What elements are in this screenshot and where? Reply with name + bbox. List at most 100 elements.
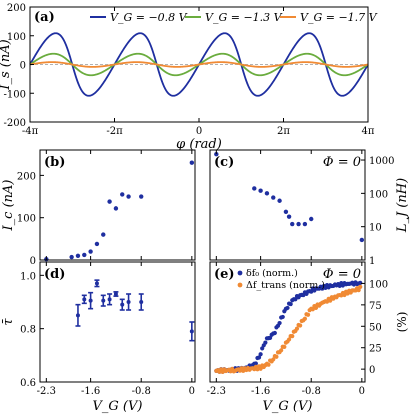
y-tick-label: 200 — [7, 3, 26, 14]
data-point-series-2 — [313, 305, 319, 311]
data-point-series-2 — [328, 298, 333, 303]
data-point — [283, 209, 289, 214]
legend-marker — [237, 270, 243, 276]
data-point — [139, 300, 144, 304]
y-tick-label: 0.8 — [20, 325, 36, 336]
data-point — [94, 281, 99, 286]
data-point — [101, 232, 106, 237]
x-tick-label: 0 — [196, 126, 202, 137]
panel-frame — [29, 6, 369, 123]
y-axis-label: τ̄ — [1, 318, 16, 326]
y-tick-label: 0 — [369, 365, 375, 376]
x-tick-label: -4π — [22, 126, 39, 137]
data-point-series-2 — [294, 326, 300, 331]
data-point-series-1 — [263, 340, 268, 345]
series-line-3 — [29, 61, 369, 68]
data-point — [101, 298, 106, 303]
panel-b: 0 100 200 (b) I_c (nA) — [1, 150, 195, 267]
data-point — [82, 252, 87, 258]
data-point — [359, 237, 365, 243]
x-tick-label: -1.6 — [81, 386, 100, 397]
data-point — [189, 160, 195, 165]
data-point-series-1 — [309, 289, 314, 294]
y-tick-label: 10 — [369, 223, 382, 234]
data-point — [290, 221, 295, 227]
data-point-series-2 — [271, 357, 276, 362]
y-tick-label: 1.0 — [20, 271, 36, 282]
panel-d: 0.6 0.8 1.0 -2.3 -1.6 -0.8 0 (d) V_G (V) τ̄ — [1, 262, 195, 414]
data-point — [264, 191, 270, 196]
panel-label: (c) — [214, 155, 234, 170]
y-tick-label: 100 — [369, 279, 388, 290]
x-tick-label: -1.6 — [251, 386, 270, 397]
data-point-series-1 — [272, 330, 277, 336]
data-point — [75, 313, 80, 318]
panel-label: (a) — [34, 10, 55, 25]
data-point — [252, 186, 257, 191]
data-point-series-1 — [280, 314, 285, 320]
y-tick-label: 100 — [369, 189, 388, 200]
data-point-series-1 — [253, 361, 258, 366]
y-tick-label: 1000 — [369, 156, 394, 167]
y-tick-label: 1 — [369, 256, 375, 267]
data-point — [120, 302, 125, 307]
data-point — [286, 214, 292, 219]
panel-frame — [39, 261, 196, 383]
x-tick-label: 2π — [277, 126, 290, 137]
x-tick-label: 0 — [189, 386, 195, 397]
data-point — [309, 216, 314, 222]
data-point-series-2 — [282, 344, 287, 349]
data-point-series-2 — [305, 312, 311, 317]
legend-label: Δf_trans (norm.) — [246, 280, 325, 291]
data-point-series-2 — [274, 354, 279, 359]
x-axis-label: φ (rad) — [176, 137, 222, 152]
legend-label: V_G = −1.7 V — [300, 11, 378, 24]
panel-c: 1 10 100 1000 (c) Φ = 0 L_J (nH) — [214, 150, 410, 267]
x-tick-label: -0.8 — [132, 386, 151, 397]
y-tick-label: 0 — [30, 256, 36, 267]
annotation: Φ = 0 — [323, 155, 361, 170]
data-point — [69, 254, 74, 260]
x-tick-label: -2.3 — [207, 386, 226, 397]
y-tick-label: 25 — [369, 344, 382, 355]
y-tick-label: -200 — [4, 118, 26, 129]
data-point-series-1 — [288, 301, 293, 307]
y-axis-label: I_s (nA) — [0, 39, 13, 90]
data-point-series-1 — [293, 297, 298, 302]
data-point — [113, 206, 119, 211]
data-point — [126, 194, 131, 199]
y-axis-label: (%) — [395, 312, 409, 333]
panel-frame — [39, 149, 196, 261]
data-point-series-2 — [342, 292, 347, 298]
panel-a: -200 -100 0 100 200 -4π -2π 0 2π 4π (a) V_G = −0.8 … — [0, 3, 378, 152]
data-point-series-2 — [286, 337, 292, 342]
y-tick-label: 0 — [20, 61, 26, 72]
data-point — [296, 221, 301, 227]
y-axis-label: L_J (nH) — [395, 178, 410, 233]
data-point — [75, 253, 81, 258]
data-point-series-2 — [298, 323, 303, 328]
y-tick-label: 75 — [369, 301, 382, 312]
data-point-series-2 — [258, 366, 263, 371]
panel-label: (e) — [214, 267, 235, 282]
data-point-series-2 — [356, 288, 361, 293]
x-axis-label: V_G (V) — [263, 399, 313, 414]
data-point-series-1 — [277, 320, 282, 326]
x-tick-label: -2.3 — [37, 386, 56, 397]
panel-label: (b) — [44, 155, 65, 170]
data-point — [113, 292, 118, 296]
y-tick-label: 200 — [17, 171, 36, 182]
panel-frame — [209, 261, 366, 383]
y-tick-label: 100 — [7, 32, 26, 43]
legend-label: δf₀ (norm.) — [246, 268, 298, 279]
x-tick-label: -2π — [106, 126, 123, 137]
data-point — [139, 194, 144, 199]
x-tick-label: -0.8 — [302, 386, 321, 397]
panel-frame — [209, 149, 366, 261]
data-point — [82, 297, 87, 302]
x-axis-label: V_G (V) — [93, 399, 143, 414]
data-point — [189, 329, 194, 334]
annotation: Φ = 0 — [323, 267, 361, 282]
data-point-series-1 — [285, 305, 290, 311]
